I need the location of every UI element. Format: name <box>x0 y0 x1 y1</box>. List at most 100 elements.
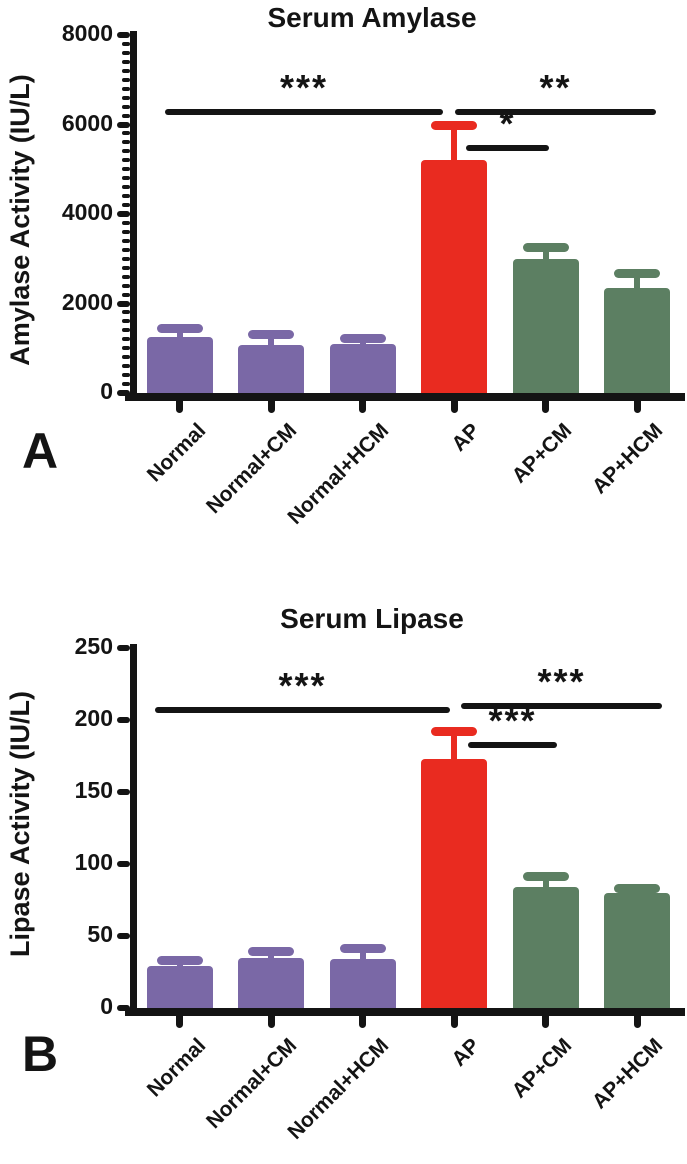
error-bar-stem-ap-cm <box>542 247 549 269</box>
y-axis-minor-tick <box>122 113 130 118</box>
y-axis-minor-tick <box>122 167 130 172</box>
y-axis-major-tick <box>117 933 130 939</box>
y-tick-label: 250 <box>74 633 113 659</box>
sig-line-normal-vs-ap <box>165 108 443 115</box>
y-axis-minor-tick <box>122 283 130 288</box>
y-axis-minor-tick <box>122 382 130 387</box>
y-axis-major-tick <box>117 300 130 307</box>
y-axis-major-tick <box>117 1005 130 1011</box>
bar-normal-hcm <box>329 343 396 397</box>
bar-normal-hcm <box>329 959 396 1012</box>
y-axis-minor-tick <box>122 86 130 91</box>
panel-b-letter: B <box>22 1026 59 1082</box>
bar-normal-cm <box>238 957 305 1012</box>
x-axis-tick-ap <box>450 400 458 413</box>
y-axis-minor-tick <box>122 176 130 181</box>
y-axis-major-tick <box>117 861 130 867</box>
error-bar-stem-ap <box>451 731 458 769</box>
x-axis-tick-ap-hcm <box>633 1015 641 1028</box>
panel-a-serum-amylase: Serum Amylase Amylase Activity (IU/L) A … <box>5 2 685 529</box>
y-axis-minor-tick <box>122 310 130 315</box>
x-axis-tick-normal <box>176 1015 184 1028</box>
x-axis-line <box>125 393 685 401</box>
error-bar-stem-ap-hcm <box>634 273 641 298</box>
error-bar-cap-normal-hcm <box>339 944 386 954</box>
panel-b-serum-lipase: Serum Lipase Lipase Activity (IU/L) B 0 5… <box>0 600 687 1164</box>
sig-line-ap-vs-ap-cm <box>468 741 557 748</box>
sig-label-ap-vs-ap-hcm: *** <box>537 660 586 702</box>
sig-line-ap-vs-ap-hcm <box>455 108 656 115</box>
y-axis-minor-tick <box>122 364 130 369</box>
sig-label-normal-vs-ap: *** <box>278 665 327 707</box>
panel-a-y-axis-title: Amylase Activity (IU/L) <box>5 74 35 366</box>
sig-label-normal-vs-ap: *** <box>279 66 329 108</box>
y-axis-line <box>130 644 137 1016</box>
error-bar-cap-ap-cm <box>522 872 569 882</box>
panel-a-letter: A <box>22 423 59 479</box>
sig-line-ap-vs-ap-hcm <box>461 702 662 709</box>
y-axis-minor-tick <box>122 50 130 55</box>
y-axis-major-tick <box>117 390 130 396</box>
bar-ap <box>421 160 488 397</box>
y-tick-label: 6000 <box>61 109 113 136</box>
y-axis-minor-tick <box>122 185 130 190</box>
y-tick-label: 150 <box>74 777 113 803</box>
x-axis-tick-ap-cm <box>542 400 550 413</box>
bar-ap-hcm <box>604 287 671 397</box>
x-axis-tick-normal-cm <box>267 400 275 413</box>
y-axis-minor-tick <box>122 95 130 100</box>
y-tick-label: 0 <box>100 378 113 404</box>
x-axis-tick-ap-hcm <box>633 400 641 413</box>
y-axis-minor-tick <box>122 131 130 136</box>
y-axis-minor-tick <box>122 292 130 297</box>
x-axis-tick-ap <box>450 1015 458 1028</box>
y-axis-minor-tick <box>122 256 130 261</box>
error-bar-stem-ap-cm <box>542 876 549 898</box>
y-tick-label: 4000 <box>61 199 113 225</box>
error-bar-cap-normal-cm <box>248 330 295 340</box>
x-axis-tick-normal-cm <box>267 1015 275 1028</box>
y-axis-minor-tick <box>122 229 130 234</box>
y-axis-major-tick <box>117 789 130 795</box>
y-axis-minor-tick <box>122 337 130 342</box>
y-axis-minor-tick <box>122 355 130 360</box>
error-bar-cap-ap <box>431 727 478 737</box>
y-axis-minor-tick <box>122 346 130 351</box>
error-bar-cap-normal-cm <box>248 947 295 957</box>
error-bar-cap-normal-hcm <box>339 334 386 344</box>
y-axis-minor-tick <box>122 238 130 243</box>
bar-ap-cm <box>512 258 579 397</box>
error-bar-cap-ap-hcm <box>614 883 661 893</box>
y-axis-major-tick <box>117 211 130 217</box>
y-tick-label: 8000 <box>61 20 113 46</box>
x-axis-tick-normal-hcm <box>359 400 367 413</box>
y-tick-label: 100 <box>74 849 113 875</box>
y-axis-minor-tick <box>122 68 130 73</box>
y-axis-minor-tick <box>122 220 130 225</box>
sig-label-ap-vs-ap-cm: * <box>499 102 516 144</box>
y-axis-minor-tick <box>122 77 130 82</box>
y-tick-label: 2000 <box>61 288 113 315</box>
y-axis-minor-tick <box>122 149 130 154</box>
y-axis-minor-tick <box>122 203 130 208</box>
y-axis-minor-tick <box>122 104 130 109</box>
y-axis-minor-tick <box>122 158 130 163</box>
bar-ap <box>421 758 488 1012</box>
bar-ap-hcm <box>604 892 671 1012</box>
y-axis-minor-tick <box>122 140 130 145</box>
error-bar-stem-ap <box>451 125 458 171</box>
error-bar-stem-normal-hcm <box>359 948 366 970</box>
y-axis-minor-tick <box>122 265 130 270</box>
y-axis-minor-tick <box>122 194 130 199</box>
error-bar-stem-normal-cm <box>268 334 275 356</box>
bar-normal <box>146 337 213 397</box>
y-axis-minor-tick <box>122 59 130 64</box>
sig-label-ap-vs-ap-hcm: ** <box>539 66 572 108</box>
y-axis-minor-tick <box>122 319 130 324</box>
error-bar-cap-ap-cm <box>522 242 569 252</box>
y-axis-major-tick <box>117 121 130 128</box>
bar-normal-cm <box>238 345 305 397</box>
y-axis-minor-tick <box>122 373 130 378</box>
error-bar-cap-normal <box>156 323 203 333</box>
bar-normal <box>146 966 213 1012</box>
